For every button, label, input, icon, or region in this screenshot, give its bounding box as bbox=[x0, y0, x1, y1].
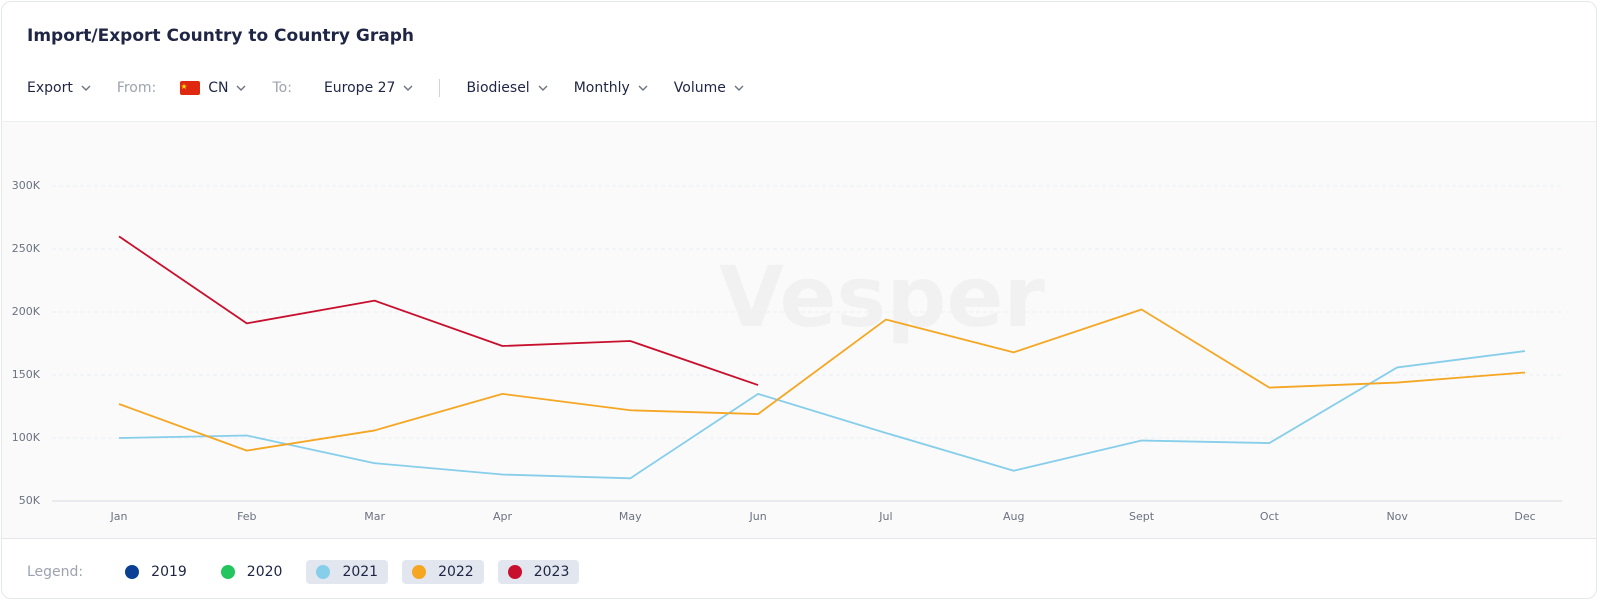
frequency-dropdown[interactable]: Monthly bbox=[574, 80, 648, 96]
legend-item[interactable]: 2022 bbox=[402, 560, 484, 584]
title: Import/Export Country to Country Graph bbox=[27, 26, 415, 46]
x-tick-label: Nov bbox=[1386, 510, 1408, 523]
legend-item[interactable]: 2019 bbox=[115, 560, 197, 584]
x-tick-label: Dec bbox=[1514, 510, 1535, 523]
watermark: Vesper bbox=[719, 248, 1045, 346]
separator bbox=[439, 79, 441, 97]
measure: Volume bbox=[673, 80, 726, 96]
x-tick-label: Jan bbox=[110, 510, 128, 523]
legend-text: 2022 bbox=[438, 564, 474, 580]
chevron bbox=[734, 85, 744, 91]
from: CN bbox=[208, 80, 229, 96]
toolbar: Export From: CN To: Europe 27 Biodiesel … bbox=[27, 78, 770, 98]
legend-dot bbox=[316, 565, 331, 579]
y-tick-label: 300K bbox=[12, 179, 41, 192]
series-line bbox=[118, 350, 1526, 480]
legend-item[interactable]: 2023 bbox=[497, 560, 580, 584]
x-tick-label: Aug bbox=[1003, 510, 1024, 523]
legend-text: 2019 bbox=[151, 564, 187, 580]
chart: Vesper 50K 100K 150K 200K 250K 300K Jan Feb Mar A… bbox=[2, 121, 1596, 539]
flag bbox=[180, 81, 201, 95]
x-tick-label: Oct bbox=[1260, 510, 1280, 523]
frequency: Monthly bbox=[573, 80, 630, 96]
direction-dropdown[interactable]: Export bbox=[27, 80, 91, 96]
to-label: To: bbox=[272, 80, 292, 96]
chevron bbox=[538, 85, 548, 91]
to: Europe 27 bbox=[323, 80, 396, 96]
chevron bbox=[81, 85, 91, 91]
x-tick-label: Mar bbox=[364, 510, 385, 523]
legend-dot bbox=[412, 565, 427, 579]
legend-text: 2021 bbox=[342, 564, 379, 580]
to-dropdown[interactable]: Europe 27 bbox=[324, 80, 414, 96]
measure-dropdown[interactable]: Volume bbox=[674, 80, 744, 96]
plot-background bbox=[2, 121, 1596, 539]
legend-dot bbox=[507, 565, 522, 579]
chevron bbox=[638, 85, 648, 91]
x-tick-label: Jul bbox=[878, 510, 892, 523]
product-dropdown[interactable]: Biodiesel bbox=[466, 80, 548, 96]
x-tick-label: Feb bbox=[237, 510, 256, 523]
y-tick-label: 200K bbox=[12, 305, 41, 318]
y-tick-label: 150K bbox=[12, 368, 41, 381]
direction: Export bbox=[27, 80, 73, 96]
legend-dot bbox=[125, 565, 140, 579]
legend-text: 2020 bbox=[246, 564, 283, 580]
from-label: From: bbox=[116, 80, 157, 96]
chevron bbox=[403, 85, 413, 91]
legend-dot bbox=[220, 565, 235, 579]
legend-text: 2023 bbox=[533, 564, 570, 580]
x-tick-label: May bbox=[619, 510, 642, 523]
series-line bbox=[118, 308, 1526, 452]
x-tick-label: Jun bbox=[748, 510, 766, 523]
product: Biodiesel bbox=[466, 80, 530, 96]
y-tick-label: 50K bbox=[19, 494, 41, 507]
legend-item[interactable]: 2020 bbox=[211, 560, 293, 584]
y-tick-label: 100K bbox=[12, 431, 41, 444]
legend: Legend: 2019 2020 2021 2022 2023 bbox=[27, 560, 593, 584]
legend-item[interactable]: 2021 bbox=[306, 560, 389, 584]
legend-label: Legend: bbox=[27, 564, 84, 580]
x-tick-label: Sept bbox=[1129, 510, 1155, 523]
series-line bbox=[118, 235, 759, 386]
x-tick-label: Apr bbox=[493, 510, 513, 523]
from-dropdown[interactable]: CN bbox=[180, 80, 246, 96]
y-tick-label: 250K bbox=[12, 242, 41, 255]
chevron bbox=[236, 85, 246, 91]
